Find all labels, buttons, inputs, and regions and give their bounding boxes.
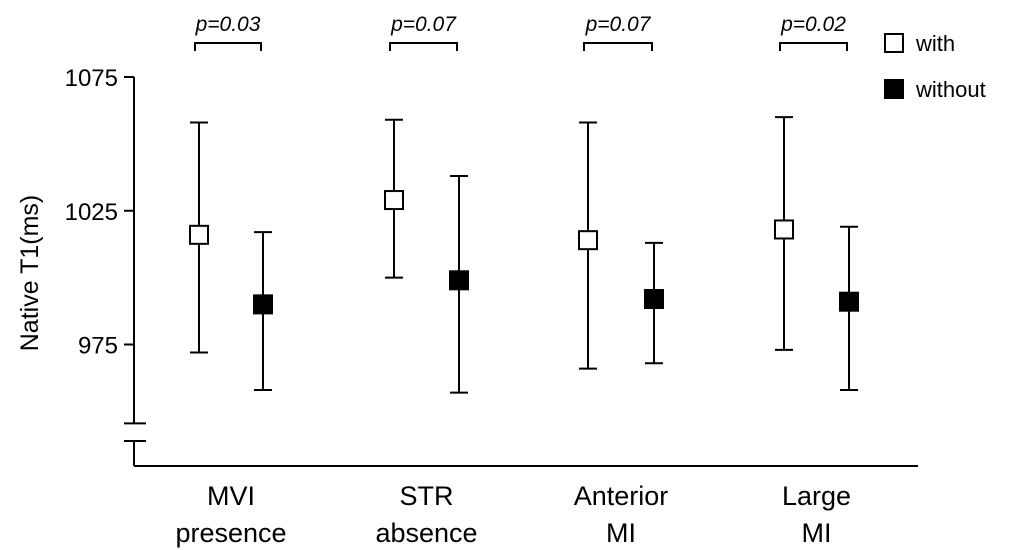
p-value-bracket [583,42,653,51]
category-label: absence [375,518,477,548]
p-value-annotations: p=0.03 p=0.07 p=0.07 p=0.02 [194,13,848,51]
axes [124,77,918,467]
p-value-label: p=0.07 [585,13,652,36]
y-axis-title: Native T1(ms) [16,195,44,352]
legend-swatch-with [884,33,904,53]
category-label: presence [175,518,286,548]
category-label: MVI [207,481,255,511]
y-tick-label: 975 [78,333,118,360]
category-label: STR [400,481,454,511]
legend-label-without: without [915,77,986,102]
p-value-bracket [389,42,458,51]
mean-marker-without-3 [644,289,664,310]
y-tick-label: 1075 [65,65,118,92]
mean-marker-without-1 [253,294,273,315]
p-value-bracket [779,42,848,51]
mean-marker-with-1 [189,224,209,245]
legend-swatch-without [884,79,904,99]
p-value-label: p=0.07 [390,13,457,36]
mean-marker-with-2 [384,190,404,211]
mean-marker-with-4 [774,219,794,240]
legend: with without [884,31,986,102]
category-label: MI [606,518,636,548]
p-value-label: p=0.03 [195,13,261,36]
data-marks [189,116,859,394]
mean-marker-without-4 [839,291,859,312]
category-label: Anterior [574,481,669,511]
y-ticks: 1075 1025 975 [65,65,134,360]
p-value-bracket [194,42,262,51]
category-label: Large [782,481,851,511]
mean-marker-with-3 [578,230,598,251]
category-labels: MVI presence STR absence Anterior MI Large MI [175,481,851,548]
y-tick-label: 1025 [65,199,118,226]
category-label: MI [802,518,832,548]
legend-label-with: with [915,31,955,56]
p-value-label: p=0.02 [780,13,846,36]
mean-marker-without-2 [449,270,469,291]
